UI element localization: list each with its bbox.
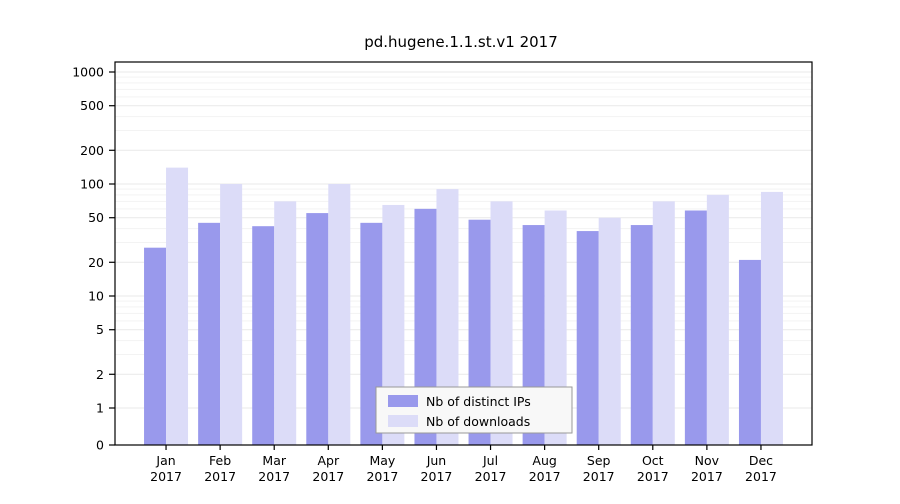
bar-nov-ips: [684, 210, 707, 445]
bar-jun-downloads: [436, 189, 459, 445]
axes: [109, 61, 813, 450]
x-tick-label-year: 2017: [150, 469, 182, 484]
bars: [144, 167, 783, 445]
bar-apr-ips: [306, 213, 329, 445]
x-tick-label-month: Apr: [317, 453, 339, 468]
bar-feb-downloads: [220, 184, 243, 445]
bar-jun-ips: [414, 208, 437, 445]
legend-swatch-downloads: [388, 415, 418, 427]
x-tick-label-year: 2017: [421, 469, 453, 484]
bar-apr-downloads: [328, 184, 351, 445]
bar-jan-ips: [144, 247, 167, 445]
plot-border: [114, 61, 813, 446]
x-tick-label-year: 2017: [745, 469, 777, 484]
bar-aug-downloads: [544, 210, 567, 445]
x-tick-label-month: Aug: [532, 453, 556, 468]
x-tick-label-month: Oct: [642, 453, 664, 468]
bar-feb-ips: [198, 222, 221, 445]
x-tick-label-month: May: [369, 453, 395, 468]
bar-jan-downloads: [166, 167, 189, 445]
x-tick-label-year: 2017: [204, 469, 236, 484]
bar-nov-downloads: [706, 194, 729, 445]
x-tick-label-month: Nov: [695, 453, 720, 468]
x-tick-label-month: Feb: [209, 453, 231, 468]
x-tick-label-month: Sep: [587, 453, 611, 468]
x-tick-label-year: 2017: [366, 469, 398, 484]
bar-mar-downloads: [274, 201, 297, 445]
bar-oct-ips: [630, 225, 653, 445]
y-tick-label: 5: [96, 322, 104, 337]
bar-dec-downloads: [760, 191, 783, 445]
x-tick-label-month: Dec: [749, 453, 773, 468]
y-tick-label: 0: [96, 438, 104, 453]
x-tick-label-year: 2017: [583, 469, 615, 484]
legend-label-downloads: Nb of downloads: [426, 414, 530, 429]
x-tick-label-month: Jan: [155, 453, 175, 468]
bar-sep-downloads: [598, 217, 621, 445]
bar-oct-downloads: [652, 201, 675, 445]
x-tick-label-year: 2017: [637, 469, 669, 484]
y-tick-label: 1: [96, 401, 104, 416]
x-tick-label-year: 2017: [529, 469, 561, 484]
chart-title: pd.hugene.1.1.st.v1 2017: [364, 33, 558, 51]
bar-may-downloads: [382, 204, 405, 445]
y-tick-label: 1000: [72, 65, 104, 80]
x-tick-label-year: 2017: [691, 469, 723, 484]
y-tick-label: 50: [88, 210, 104, 225]
y-tick-label: 20: [88, 255, 104, 270]
y-tick-label: 2: [96, 367, 104, 382]
x-tick-label-year: 2017: [475, 469, 507, 484]
legend-label-ips: Nb of distinct IPs: [426, 394, 531, 409]
axis-labels: 01251020501002005001000Jan2017Feb2017Mar…: [72, 65, 777, 485]
bar-mar-ips: [252, 226, 275, 445]
x-tick-label-year: 2017: [258, 469, 290, 484]
y-tick-label: 100: [80, 177, 104, 192]
legend-swatch-ips: [388, 395, 418, 407]
x-tick-label-year: 2017: [312, 469, 344, 484]
y-tick-label: 500: [80, 98, 104, 113]
x-tick-label-month: Jun: [426, 453, 447, 468]
legend: Nb of distinct IPs Nb of downloads: [375, 386, 573, 434]
x-tick-label-month: Jul: [482, 453, 498, 468]
bar-dec-ips: [738, 259, 761, 445]
y-tick-label: 200: [80, 143, 104, 158]
bar-jul-downloads: [490, 201, 513, 445]
x-tick-label-month: Mar: [262, 453, 286, 468]
bar-sep-ips: [576, 231, 599, 445]
y-tick-label: 10: [88, 289, 104, 304]
